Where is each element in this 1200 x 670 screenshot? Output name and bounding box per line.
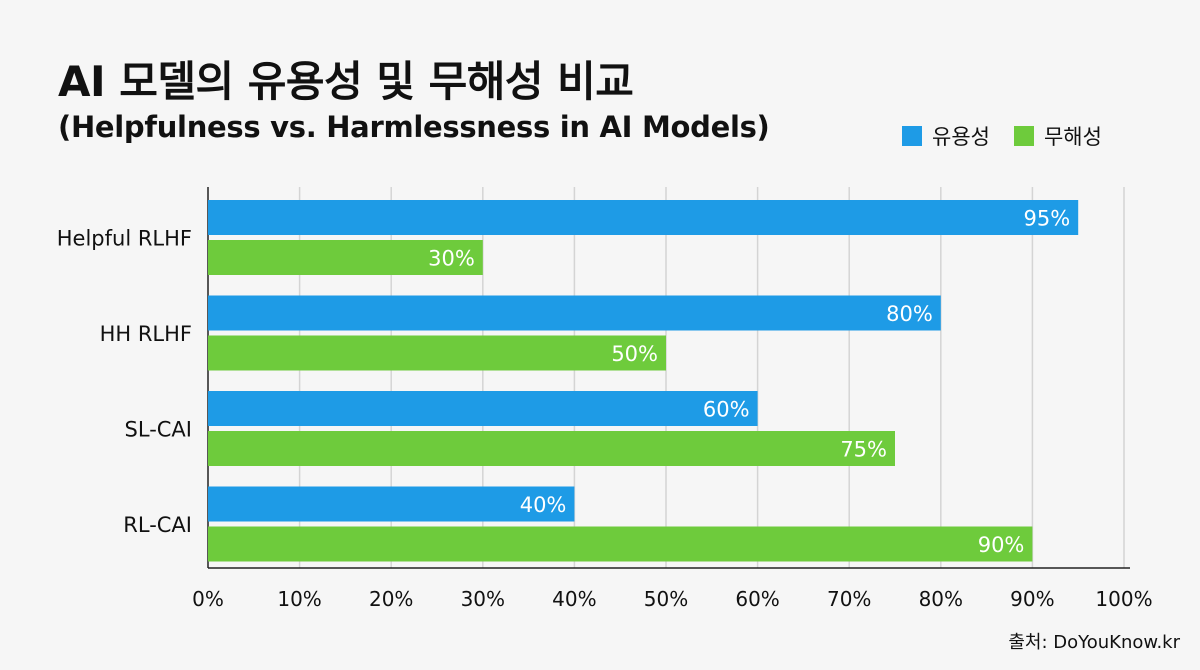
x-tick-label: 90% [1010,587,1054,611]
category-label: RL-CAI [123,513,192,537]
bar-helpfulness [208,391,758,426]
chart-title: AI 모델의 유용성 및 무해성 비교 [58,57,634,106]
bar-value-label: 60% [703,398,750,422]
legend: 유용성 무해성 [902,121,1102,151]
legend-swatch-helpfulness [902,126,922,146]
x-tick-label: 10% [277,587,321,611]
bar-harmlessness [208,526,1033,562]
bar-harmlessness [208,431,895,466]
x-tick-label: 20% [369,587,413,611]
category-label: Helpful RLHF [57,227,192,251]
bar-harmlessness [208,240,483,275]
x-tick-label: 60% [735,587,779,611]
category-label: HH RLHF [100,322,192,346]
x-tick-label: 30% [461,587,505,611]
bar-helpfulness [208,486,575,522]
legend-item-harmlessness: 무해성 [1013,121,1102,151]
bar-value-label: 80% [886,302,933,326]
bar-value-label: 75% [840,438,887,462]
legend-item-helpfulness: 유용성 [902,121,990,151]
x-tick-label: 100% [1095,587,1152,611]
bar-helpfulness [208,200,1079,235]
bar-harmlessness [208,335,666,371]
bar-value-label: 90% [978,533,1025,557]
bar-value-label: 40% [520,493,567,517]
bar-value-label: 95% [1024,207,1071,231]
x-tick-label: 70% [827,587,871,611]
legend-label-harmlessness: 무해성 [1043,125,1102,149]
bar-value-label: 50% [611,342,658,366]
x-tick-label: 0% [192,587,224,611]
source-credit: 출처: DoYouKnow.kr [1008,632,1180,653]
chart-subtitle: (Helpfulness vs. Harmlessness in AI Mode… [58,110,770,144]
bar-value-label: 30% [428,247,475,271]
x-tick-label: 80% [919,587,963,611]
legend-label-helpfulness: 유용성 [932,125,990,149]
x-tick-label: 40% [552,587,596,611]
legend-swatch-harmlessness [1013,126,1034,146]
category-label: SL-CAI [125,418,192,442]
x-tick-label: 50% [644,587,688,611]
bar-helpfulness [208,295,941,331]
